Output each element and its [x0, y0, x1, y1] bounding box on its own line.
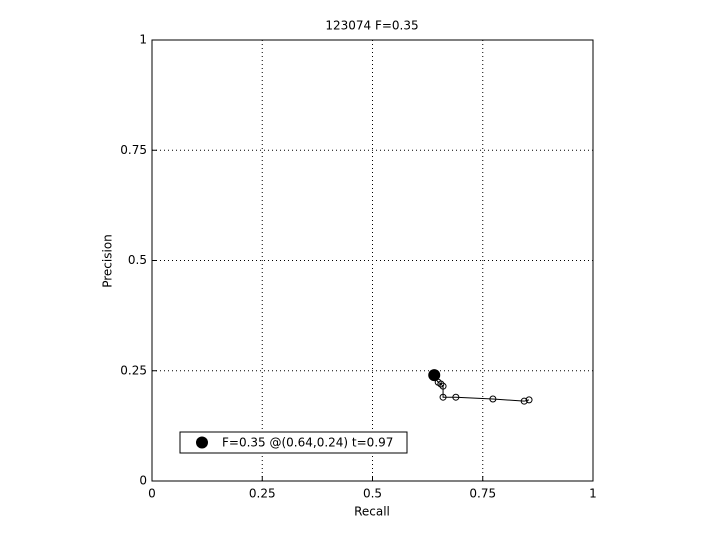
point-marker	[525, 396, 533, 404]
x-tick-label: 0.75	[469, 487, 496, 501]
x-tick-label: 0.5	[363, 487, 382, 501]
point-marker	[439, 382, 447, 390]
y-tick-label: 0.5	[128, 253, 147, 267]
point-marker	[520, 397, 528, 405]
legend-marker	[196, 436, 208, 449]
legend-label: F=0.35 @(0.64,0.24) t=0.97	[222, 436, 393, 450]
point-marker	[489, 395, 497, 403]
x-tick-label: 0	[148, 487, 156, 501]
best-point	[428, 369, 441, 382]
y-axis-label: Precision	[101, 234, 115, 288]
y-tick-label: 0.25	[120, 363, 147, 377]
pr-curve	[432, 374, 530, 402]
x-axis-label: Recall	[354, 505, 390, 519]
y-tick-label: 1	[139, 33, 147, 47]
y-tick-label: 0.75	[120, 143, 147, 157]
x-tick-label: 1	[589, 487, 597, 501]
point-marker	[452, 393, 460, 401]
plot-frame	[151, 39, 594, 482]
point-marker	[437, 380, 445, 388]
point-marker	[439, 393, 447, 401]
chart-title: 123074 F=0.35	[325, 19, 418, 33]
legend-box	[179, 431, 408, 454]
y-tick-label: 0	[139, 474, 147, 488]
x-tick-label: 0.25	[249, 487, 276, 501]
